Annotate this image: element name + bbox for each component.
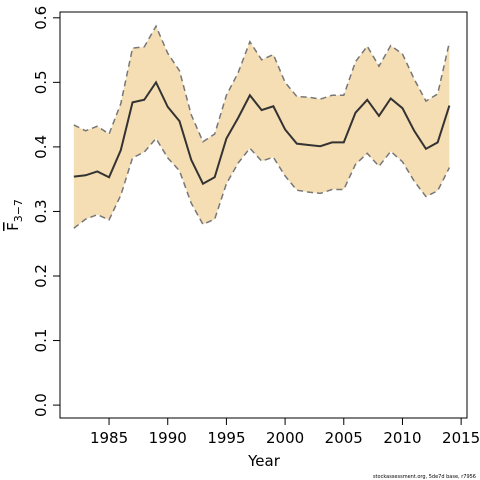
lower-bound (73, 137, 451, 229)
x-tick-label: 2010 (383, 429, 421, 447)
y-tick-label: 0.3 (32, 200, 50, 224)
y-axis-label-group: F3−7 (4, 199, 25, 231)
y-tick-label: 0.4 (32, 135, 50, 159)
y-axis-label-main: F (4, 222, 22, 231)
x-tick-label: 2005 (325, 429, 363, 447)
footnote: stockassessment.org, 5de7d base, r7956 (373, 474, 476, 480)
x-tick-label: 1985 (90, 429, 128, 447)
x-tick-label: 1995 (207, 429, 245, 447)
y-tick-label: 0.1 (32, 329, 50, 353)
x-axis-label: Year (247, 452, 281, 470)
y-tick-label: 0.5 (32, 70, 50, 94)
x-tick-label: 2000 (266, 429, 304, 447)
y-axis-label-sub: 3−7 (12, 199, 25, 222)
y-tick-label: 0.0 (32, 393, 50, 417)
y-axis-label: F3−7 (4, 199, 25, 231)
plot-frame (59, 11, 468, 419)
upper-bound (73, 24, 451, 143)
x-tick-label: 2015 (442, 429, 480, 447)
y-tick-label: 0.6 (32, 6, 50, 30)
x-tick-label: 1990 (149, 429, 187, 447)
confidence-band (73, 26, 450, 229)
y-tick-label: 0.2 (32, 264, 50, 288)
estimate-line (73, 80, 451, 186)
